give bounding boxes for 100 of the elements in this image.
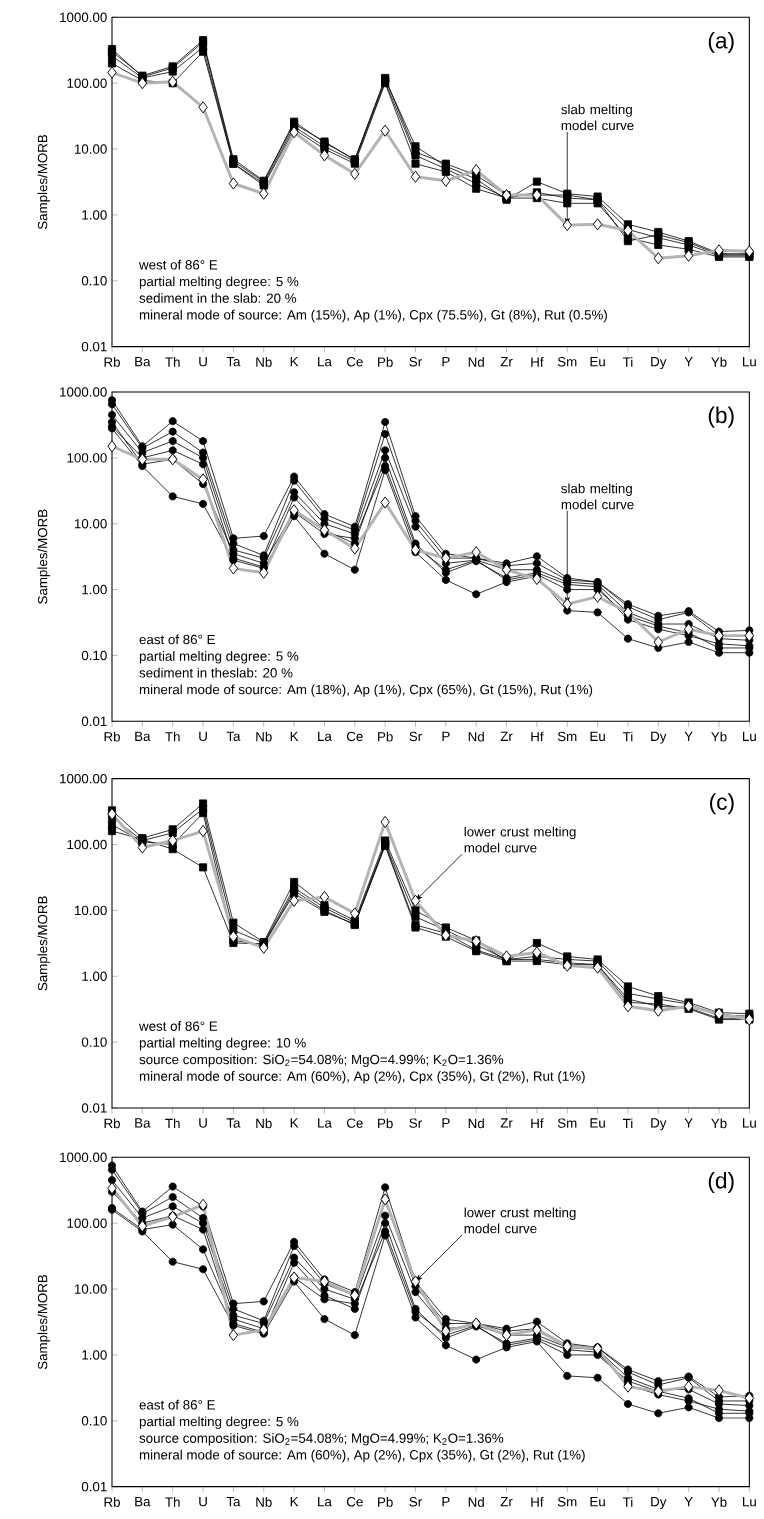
x-tick-label: Eu [590, 731, 605, 741]
x-tick-label: Sm [557, 1497, 577, 1507]
y-tick-label: 1000.00 [60, 773, 107, 784]
x-tick-label: La [318, 357, 332, 367]
x-tick-label: Sr [409, 1497, 422, 1507]
x-tick-label: Zr [500, 1118, 513, 1128]
x-tick-label: Sr [409, 731, 422, 742]
annotation: east of 86° E [139, 634, 215, 645]
y-axis-title: Samples/MORB [37, 1274, 50, 1370]
x-tick-label: Nd [468, 1118, 484, 1129]
y-tick-label: 1.00 [82, 584, 107, 595]
x-tick-label: La [318, 1118, 332, 1128]
x-tick-label: Dy [651, 1497, 667, 1509]
x-tick-label: Hf [531, 1497, 544, 1507]
y-tick-label: 10.00 [74, 1284, 107, 1294]
x-tick-label: Ba [135, 357, 151, 367]
x-tick-label: Th [165, 731, 180, 742]
x-tick-label: Ta [226, 357, 241, 367]
annotation: east of 86° E [139, 1399, 215, 1410]
x-tick-label: Rb [104, 357, 120, 367]
x-tick-label: Lu [743, 1118, 756, 1128]
x-tick-label: Th [165, 1497, 180, 1507]
x-tick-label: K [290, 357, 299, 367]
annotation: slab melting model curve [561, 104, 634, 131]
annotation: lower crust melting model curve [464, 826, 576, 853]
x-tick-label: Eu [590, 1497, 605, 1507]
x-tick-label: Nd [468, 1497, 484, 1507]
x-tick-label: La [318, 1497, 332, 1507]
x-tick-label: Nb [256, 731, 272, 742]
y-tick-label: 0.01 [81, 341, 107, 352]
y-axis-title: Samples/MORB [37, 509, 50, 604]
x-tick-label: Y [684, 1118, 693, 1128]
annotation: sediment in theslab: 20 % [139, 667, 293, 678]
annotation: partial melting degree: 5 % [139, 1416, 299, 1429]
x-tick-label: Ba [135, 1118, 151, 1128]
x-tick-label: Ta [226, 1497, 241, 1507]
x-tick-label: Ce [346, 357, 363, 367]
y-tick-label: 0.01 [81, 716, 107, 727]
annotation: sediment in the slab: 20 % [139, 293, 297, 303]
x-tick-label: Hf [531, 357, 544, 367]
annotation: west of 86° E [139, 259, 218, 270]
x-tick-label: Ti [622, 1497, 633, 1507]
x-tick-label: Pb [378, 1118, 393, 1129]
annotation: slab melting model curve [561, 483, 634, 510]
x-tick-label: Y [684, 731, 693, 741]
x-tick-label: Ce [346, 1497, 363, 1507]
x-tick-label: Zr [500, 1497, 513, 1507]
x-tick-label: Ce [346, 1118, 363, 1128]
x-tick-label: Hf [531, 731, 544, 742]
x-tick-label: K [290, 1118, 299, 1128]
x-tick-label: Nd [468, 731, 484, 742]
x-tick-label: La [318, 731, 332, 741]
x-tick-label: Ti [622, 357, 633, 367]
y-tick-label: 0.10 [81, 1416, 107, 1426]
x-tick-label: Yb [711, 357, 727, 367]
x-tick-label: Th [165, 357, 180, 367]
annotation: partial melting degree: 5 % [139, 276, 299, 289]
x-tick-label: Eu [590, 357, 605, 367]
y-tick-label: 100.00 [67, 839, 107, 850]
y-tick-label: 1000.00 [60, 12, 107, 23]
x-tick-label: Th [165, 1118, 180, 1129]
annotation: (a) [708, 31, 734, 54]
annotation: mineral mode of source: Am (18%), Ap (1%), Cpx (65%), Gt (15%), Rut (1%) [139, 684, 593, 697]
y-tick-label: 0.10 [81, 1037, 107, 1047]
x-tick-label: Zr [500, 357, 513, 367]
y-tick-label: 1.00 [82, 210, 107, 220]
annotation: (b) [708, 406, 734, 428]
x-tick-label: K [290, 1497, 299, 1507]
x-tick-label: K [290, 731, 299, 741]
x-tick-label: Rb [104, 1118, 120, 1129]
x-tick-label: Yb [711, 731, 727, 742]
x-tick-label: U [199, 357, 207, 367]
y-tick-label: 100.00 [67, 78, 107, 88]
x-tick-label: U [199, 731, 207, 741]
annotation: partial melting degree: 5 % [139, 651, 299, 664]
y-tick-label: 0.01 [81, 1103, 107, 1113]
y-tick-label: 0.10 [81, 276, 107, 286]
y-tick-label: 100.00 [67, 1218, 107, 1228]
y-axis-title: Samples/MORB [37, 896, 50, 991]
x-tick-label: P [442, 731, 450, 741]
x-tick-label: Hf [531, 1118, 544, 1129]
x-tick-label: Zr [500, 731, 513, 741]
x-tick-label: Yb [711, 1497, 727, 1507]
annotation: (c) [710, 793, 734, 815]
x-tick-label: Pb [378, 357, 393, 367]
y-tick-label: 1000.00 [60, 1152, 107, 1163]
x-tick-label: Dy [651, 731, 667, 744]
x-tick-label: Lu [743, 357, 756, 367]
x-tick-label: Dy [651, 1118, 667, 1131]
x-tick-label: Ta [226, 731, 241, 741]
x-tick-label: Lu [743, 1497, 756, 1507]
annotation: source composition: SiO$_{2}$=54.08%; MgO=4.99%; K$_{2}$O=1.36% [139, 1054, 504, 1067]
y-tick-label: 0.10 [81, 650, 107, 661]
y-tick-label: 0.01 [81, 1481, 107, 1492]
y-tick-label: 10.00 [74, 519, 107, 529]
y-tick-label: 10.00 [74, 905, 107, 916]
x-tick-label: Ti [622, 731, 633, 742]
x-tick-label: U [199, 1497, 207, 1507]
y-tick-label: 100.00 [67, 453, 107, 463]
y-tick-label: 1.00 [82, 971, 107, 981]
